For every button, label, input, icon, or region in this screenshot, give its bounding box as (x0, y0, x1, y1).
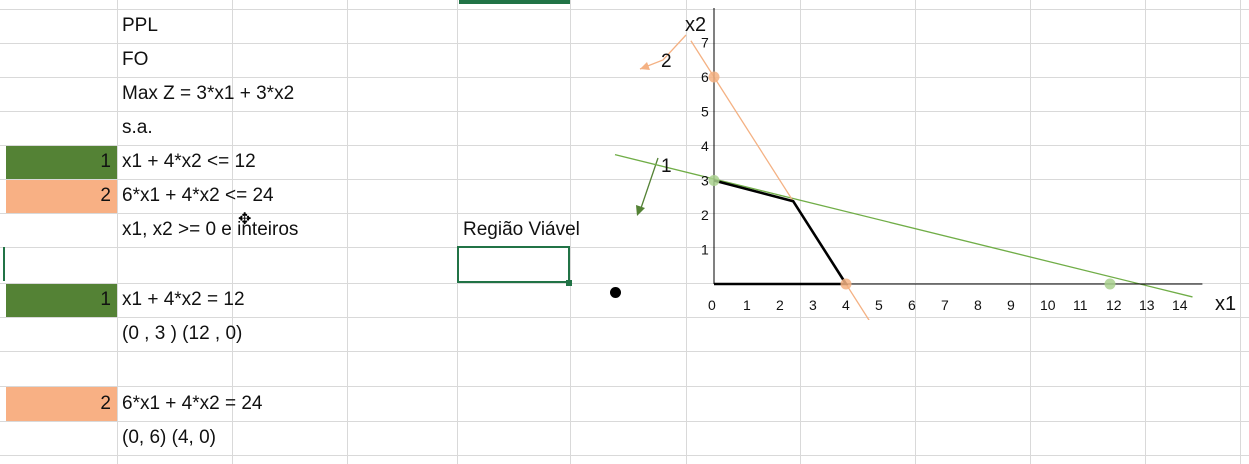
intercept-point (708, 71, 720, 83)
active-column-indicator (459, 0, 570, 4)
intercept-point (840, 278, 852, 290)
y-axis-label: x2 (685, 14, 706, 36)
y-tick-label: 2 (701, 207, 709, 223)
cell-c2-num[interactable]: 2 (100, 185, 111, 206)
cell-eq1-num[interactable]: 1 (100, 289, 111, 310)
fill-constraint-1[interactable] (6, 146, 117, 179)
x-tick-label: 5 (875, 297, 883, 313)
cell-nonneg[interactable]: x1, x2 >= 0 e inteiros (122, 219, 299, 240)
x-tick-label: 11 (1073, 297, 1088, 313)
fill-equation-1[interactable] (6, 284, 117, 317)
cell-sa[interactable]: s.a. (122, 117, 153, 138)
constraint-1-direction-arrow (639, 157, 659, 212)
y-tick-label: 4 (701, 138, 709, 154)
x-tick-label: 0 (708, 297, 716, 313)
fill-constraint-2[interactable] (6, 180, 117, 213)
y-tick-label: 5 (701, 104, 709, 120)
mouse-pointer-dot (610, 287, 621, 298)
x-tick-label: 8 (974, 297, 982, 313)
feasible-region-boundary (713, 179, 849, 286)
x-tick-label: 14 (1172, 297, 1188, 313)
cell-regiao-viavel[interactable]: Região Viável (463, 219, 580, 240)
x-tick-label: 13 (1139, 297, 1155, 313)
y-tick-label: 6 (701, 69, 709, 85)
cell-fo[interactable]: FO (122, 49, 149, 70)
cell-c1-num[interactable]: 1 (100, 151, 111, 172)
selected-cell[interactable] (457, 246, 570, 283)
cell-c1-expr[interactable]: x1 + 4*x2 <= 12 (122, 151, 256, 172)
x-tick-label: 9 (1007, 297, 1015, 313)
y-tick-label: 3 (701, 173, 709, 189)
fill-handle[interactable] (566, 280, 572, 286)
intercept-point (1104, 278, 1116, 290)
x-tick-label: 2 (776, 297, 784, 313)
x-axis-label: x1 (1215, 293, 1236, 315)
cell-eq2-points[interactable]: (0, 6) (4, 0) (122, 427, 216, 448)
x-tick-label: 6 (908, 297, 916, 313)
x-tick-label: 12 (1106, 297, 1122, 313)
cell-ppl[interactable]: PPL (122, 15, 158, 36)
move-cursor-icon: ✥ (238, 211, 252, 228)
active-row-indicator (3, 247, 5, 281)
constraint-2-arrowhead (640, 62, 650, 70)
constraint-1-arrowhead (636, 205, 645, 216)
intercept-point (708, 175, 720, 186)
cell-eq2-expr[interactable]: 6*x1 + 4*x2 = 24 (122, 393, 263, 414)
cell-c2-expr[interactable]: 6*x1 + 4*x2 <= 24 (122, 185, 274, 206)
y-tick-label: 7 (701, 35, 709, 51)
x-tick-label: 3 (809, 297, 817, 313)
cell-eq1-points[interactable]: (0 , 3 ) (12 , 0) (122, 323, 243, 344)
x-tick-label: 1 (743, 297, 751, 313)
cell-eq2-num[interactable]: 2 (100, 393, 111, 414)
x-tick-label: 7 (941, 297, 949, 313)
x-tick-label: 10 (1040, 297, 1056, 313)
constraint-label-1: 1 (661, 156, 672, 177)
x-tick-label: 4 (842, 297, 850, 313)
y-tick-label: 1 (701, 242, 709, 258)
cell-eq1-expr[interactable]: x1 + 4*x2 = 12 (122, 289, 245, 310)
constraint-label-2: 2 (661, 51, 672, 72)
fill-equation-2[interactable] (6, 387, 117, 421)
cell-objective[interactable]: Max Z = 3*x1 + 3*x2 (122, 83, 295, 104)
